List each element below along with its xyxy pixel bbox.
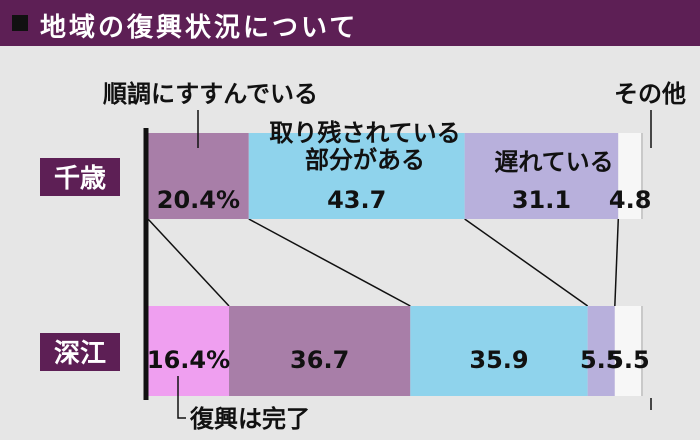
row-label: 千歳 (54, 164, 106, 194)
data-label: 5.5 (580, 346, 623, 374)
connector-line (147, 218, 230, 307)
row-label-box (40, 158, 120, 196)
bar-segment (248, 133, 465, 219)
legend-smooth: 順調にすすんでいる (103, 80, 318, 108)
bar-segment (464, 133, 619, 219)
legend-remaining-1: 取り残されている (269, 119, 460, 147)
data-label: 20.4% (157, 186, 240, 214)
legend-delayed: 遅れている (494, 148, 613, 176)
legend-pointer (177, 376, 186, 419)
bar-segment (148, 306, 230, 396)
data-label: 4.8 (609, 186, 652, 214)
bar-segment (614, 306, 642, 396)
data-label: 35.9 (469, 346, 528, 374)
data-label: 36.7 (290, 346, 349, 374)
data-label: 16.4% (147, 346, 230, 374)
legend-completed: 復興は完了 (189, 405, 310, 433)
legend-other: その他 (614, 80, 686, 108)
bar-segment (410, 306, 588, 396)
bar-segment (587, 306, 615, 396)
row-label-box (40, 333, 120, 371)
title-bar: 地域の復興状況について (0, 0, 700, 46)
row-label: 深江 (54, 339, 106, 369)
bar-segment (618, 133, 642, 219)
data-label: 5.5 (607, 346, 650, 374)
title-square-icon (12, 15, 28, 31)
bar-segment (229, 306, 411, 396)
chart-title: 地域の復興状況について (40, 13, 359, 43)
connector-line (248, 218, 411, 307)
connector-line (464, 218, 589, 307)
data-label: 43.7 (327, 186, 386, 214)
connector-line (614, 218, 620, 307)
legend-remaining-2: 部分がある (305, 146, 425, 174)
data-label: 31.1 (512, 186, 571, 214)
